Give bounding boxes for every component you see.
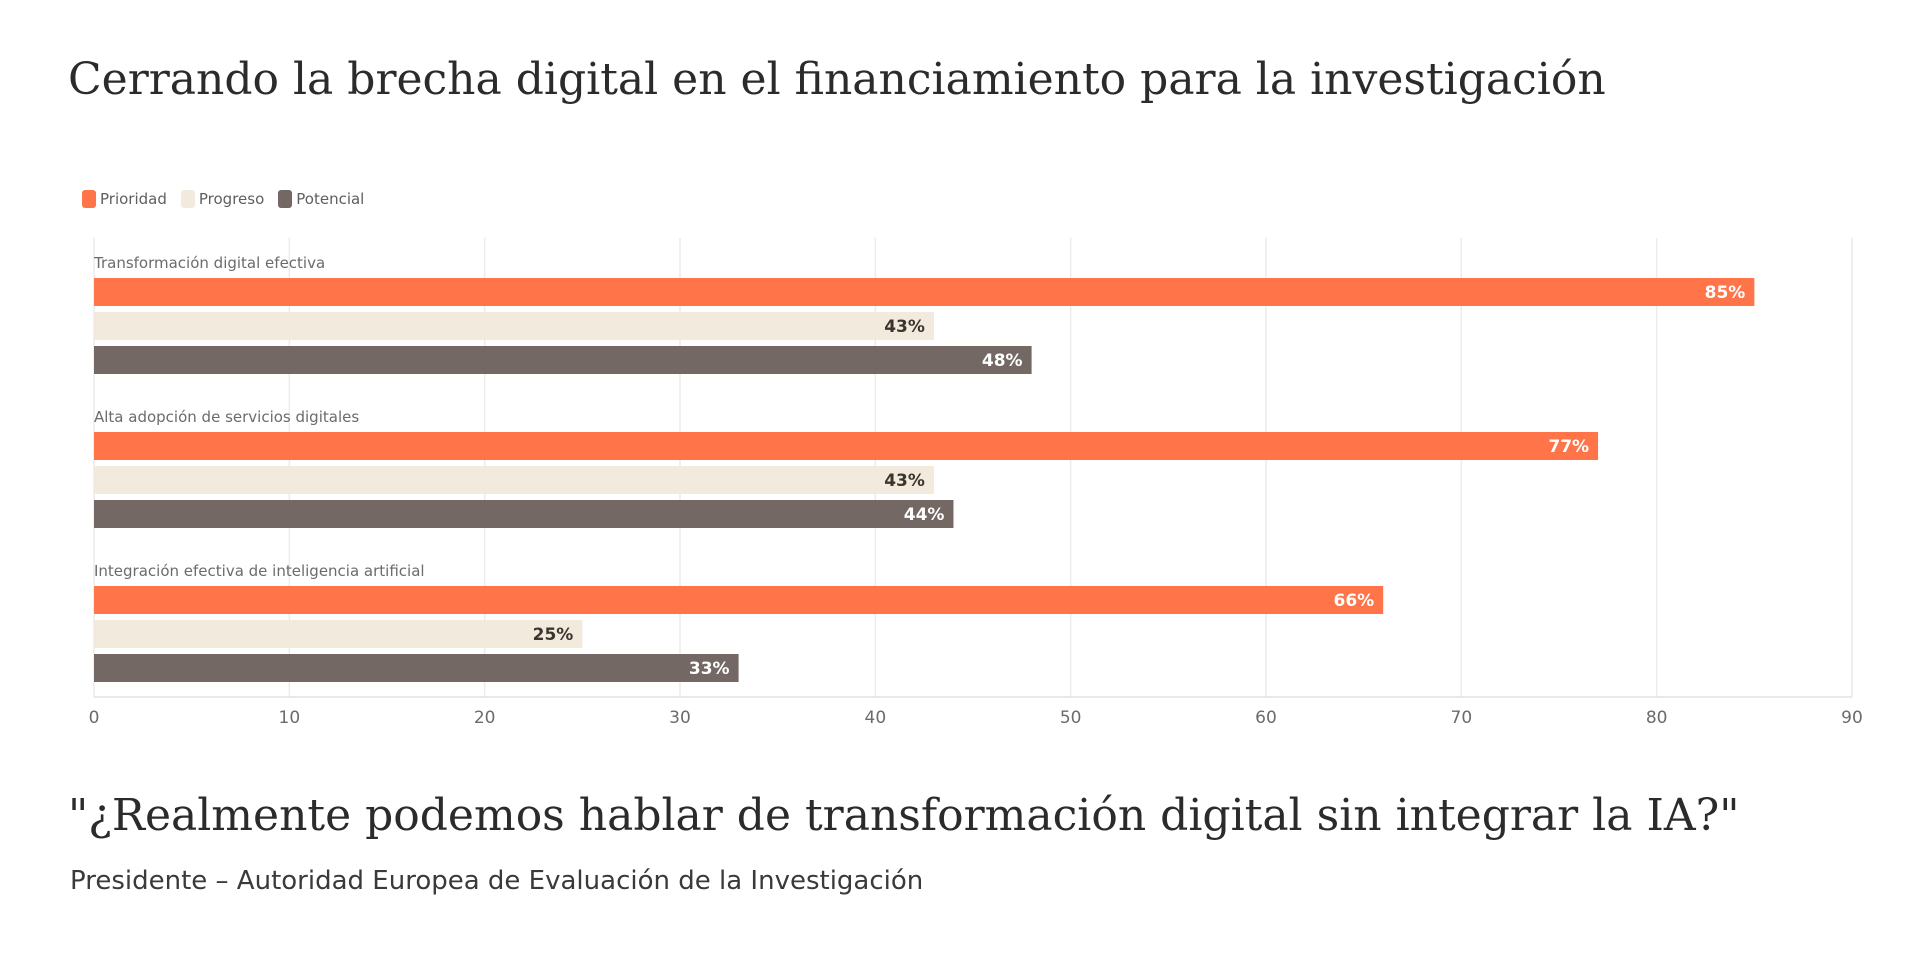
data-label-potencial-0: 48% — [982, 351, 1023, 371]
x-tick-label-50: 50 — [1060, 708, 1082, 728]
legend: Prioridad Progreso Potencial — [82, 190, 364, 208]
legend-label-progreso: Progreso — [198, 190, 265, 208]
legend-swatch-progreso — [180, 190, 195, 208]
data-label-potencial-1: 44% — [904, 505, 945, 525]
category-label-2: Integración efectiva de inteligencia art… — [94, 562, 425, 580]
bar-potencial-2 — [94, 654, 739, 682]
legend-label-potencial: Potencial — [296, 190, 365, 208]
legend-item-prioridad[interactable]: Prioridad — [82, 190, 167, 208]
legend-item-potencial[interactable]: Potencial — [278, 190, 364, 208]
legend-label-prioridad: Prioridad — [100, 190, 167, 208]
chart-title: Cerrando la brecha digital en el financi… — [68, 54, 1606, 105]
x-tick-label-20: 20 — [474, 708, 496, 728]
bar-potencial-0 — [94, 346, 1032, 374]
attribution: Presidente – Autoridad Europea de Evalua… — [70, 866, 924, 896]
bar-prioridad-1 — [94, 432, 1599, 460]
x-tick-label-90: 90 — [1841, 708, 1863, 728]
bar-prioridad-2 — [94, 586, 1384, 614]
data-label-progreso-1: 43% — [884, 471, 925, 491]
x-tick-label-10: 10 — [279, 708, 301, 728]
quote: "¿Realmente podemos hablar de transforma… — [68, 790, 1740, 841]
data-label-progreso-0: 43% — [884, 317, 925, 337]
bar-chart: 0 10 20 30 40 50 60 70 80 90 Transformación digita… — [89, 238, 1863, 728]
x-tick-label-40: 40 — [865, 708, 887, 728]
data-label-prioridad-1: 77% — [1548, 437, 1589, 457]
legend-swatch-prioridad — [82, 190, 96, 208]
x-tick-label-0: 0 — [89, 708, 100, 728]
x-tick-label-70: 70 — [1451, 708, 1473, 728]
bar-progreso-2 — [94, 620, 583, 648]
legend-item-progreso[interactable]: Progreso — [180, 190, 265, 208]
bar-prioridad-0 — [94, 278, 1755, 306]
legend-swatch-potencial — [278, 190, 293, 208]
data-label-prioridad-2: 66% — [1333, 591, 1374, 611]
x-tick-label-30: 30 — [669, 708, 691, 728]
category-label-0: Transformación digital efectiva — [93, 254, 325, 272]
x-tick-label-80: 80 — [1646, 708, 1668, 728]
data-label-progreso-2: 25% — [533, 625, 574, 645]
bar-progreso-0 — [94, 312, 934, 340]
x-tick-label-60: 60 — [1255, 708, 1277, 728]
data-label-prioridad-0: 85% — [1705, 283, 1746, 303]
bar-progreso-1 — [94, 466, 934, 494]
category-label-1: Alta adopción de servicios digitales — [94, 408, 359, 426]
data-label-potencial-2: 33% — [689, 659, 730, 679]
bar-potencial-1 — [94, 500, 954, 528]
